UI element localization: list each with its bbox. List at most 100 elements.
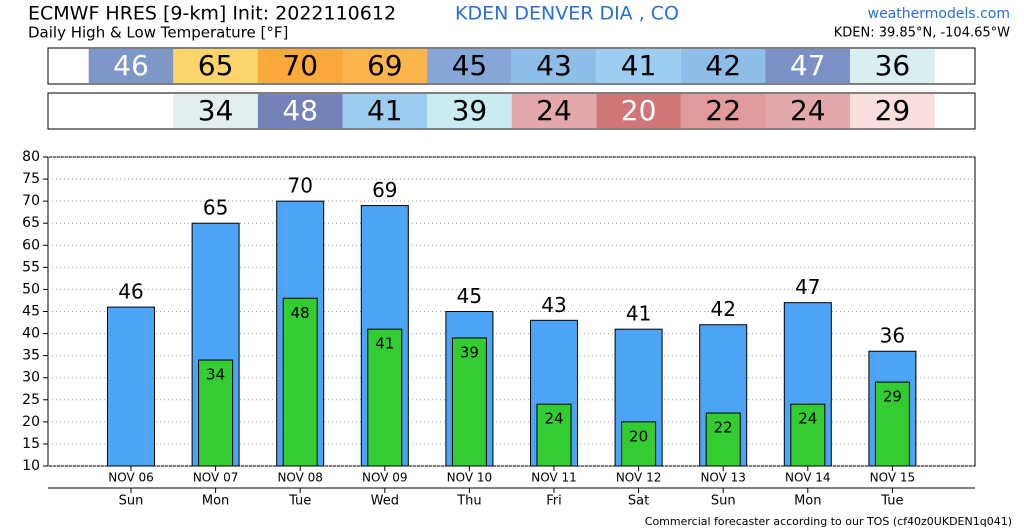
weekday-label: Tue <box>880 494 903 509</box>
bar <box>705 412 741 467</box>
strip-cell <box>88 49 174 83</box>
weekday-label: Mon <box>202 494 229 509</box>
strip-label: 41 <box>621 49 657 82</box>
strip-cell <box>427 94 512 128</box>
strip-label: 39 <box>452 94 488 127</box>
x-tick-label: NOV 15 <box>870 471 916 485</box>
weekday-label: Mon <box>794 494 821 509</box>
strip-label: 24 <box>790 94 826 127</box>
bar <box>790 403 826 467</box>
y-tick-label: 35 <box>22 348 40 364</box>
y-tick-label: 80 <box>22 149 40 165</box>
bar <box>536 403 572 467</box>
weekday-label: Wed <box>371 494 399 509</box>
strip-cell <box>596 94 681 128</box>
weekday-label: Thu <box>456 494 481 509</box>
value-label: 36 <box>880 324 905 348</box>
strip-label: 20 <box>621 94 657 127</box>
value-label: 34 <box>206 366 225 384</box>
strip-label: 29 <box>875 94 911 127</box>
strip-label: 41 <box>367 94 403 127</box>
weekday-label: Sun <box>119 494 144 509</box>
value-label: 24 <box>544 410 563 428</box>
strip-label: 48 <box>282 94 318 127</box>
value-label: 48 <box>291 304 310 322</box>
source: weathermodels.com <box>868 6 1010 22</box>
strip-label: 45 <box>452 49 488 82</box>
value-label: 42 <box>710 297 735 321</box>
subtitle: Daily High & Low Temperature [°F] <box>28 24 288 42</box>
value-label: 69 <box>372 178 397 202</box>
bar <box>367 328 403 467</box>
y-tick-label: 50 <box>22 281 40 297</box>
chart-title: ECMWF HRES [9-km] Init: 2022110612 <box>28 3 396 25</box>
value-label: 45 <box>457 284 482 308</box>
y-tick-label: 10 <box>22 458 40 474</box>
y-tick-label: 45 <box>22 304 40 320</box>
strip-label: 34 <box>198 94 234 127</box>
value-label: 47 <box>795 275 820 299</box>
value-label: 20 <box>629 427 648 445</box>
plot-frame <box>47 156 976 467</box>
strip-label: 24 <box>536 94 572 127</box>
value-label: 46 <box>118 280 143 304</box>
strip-label: 43 <box>536 49 572 82</box>
value-label: 65 <box>203 196 228 220</box>
location: KDEN: 39.85°N, -104.65°W <box>834 26 1010 41</box>
strip-cell <box>596 49 681 83</box>
strip-cell <box>765 49 851 83</box>
x-tick-label: NOV 08 <box>277 471 323 485</box>
value-label: 43 <box>541 293 566 317</box>
x-tick-label: NOV 10 <box>447 471 493 485</box>
strip-cell <box>173 49 258 83</box>
strip-cell <box>511 49 597 83</box>
x-tick-label: NOV 13 <box>700 471 746 485</box>
x-tick-label: NOV 06 <box>108 471 154 485</box>
bar <box>107 306 155 467</box>
value-label: 70 <box>287 174 312 198</box>
x-tick-label: NOV 07 <box>193 471 239 485</box>
y-tick-label: 55 <box>22 259 40 275</box>
weekday-label: Fri <box>546 494 562 509</box>
strip-label: 42 <box>705 49 741 82</box>
strip-cell <box>680 94 766 128</box>
strip-cell <box>173 94 258 128</box>
bar <box>198 359 234 467</box>
strip-label: 47 <box>790 49 826 82</box>
value-label: 24 <box>798 410 817 428</box>
y-tick-label: 40 <box>22 326 40 342</box>
strip-cell <box>850 49 935 83</box>
x-tick-label: NOV 11 <box>531 471 577 485</box>
strip-cell <box>511 94 597 128</box>
strip-label: 65 <box>198 49 234 82</box>
strip-cell <box>257 94 343 128</box>
value-label: 29 <box>883 388 902 406</box>
strip-cell <box>850 94 935 128</box>
weekday-label: Tue <box>288 494 311 509</box>
strip-cell <box>342 49 428 83</box>
y-tick-label: 15 <box>22 436 40 452</box>
value-label: 41 <box>375 335 394 353</box>
bar <box>621 421 657 467</box>
strip-label: 22 <box>705 94 741 127</box>
y-tick-label: 25 <box>22 392 40 408</box>
weekday-label: Sat <box>628 494 649 509</box>
bar <box>874 381 910 467</box>
strip-cell <box>765 94 851 128</box>
weekday-label: Sun <box>711 494 736 509</box>
value-label: 39 <box>460 343 479 361</box>
strip-cell <box>342 94 428 128</box>
value-label: 22 <box>714 419 733 437</box>
y-tick-label: 20 <box>22 414 40 430</box>
y-tick-label: 70 <box>22 193 40 209</box>
strip-label: 69 <box>367 49 403 82</box>
y-tick-label: 60 <box>22 237 40 253</box>
station: KDEN DENVER DIA , CO <box>455 3 679 25</box>
x-tick-label: NOV 12 <box>616 471 662 485</box>
strip-cell <box>427 49 512 83</box>
strip-cell <box>257 49 343 83</box>
y-tick-label: 65 <box>22 215 40 231</box>
x-tick-label: NOV 14 <box>785 471 831 485</box>
x-tick-label: NOV 09 <box>362 471 408 485</box>
